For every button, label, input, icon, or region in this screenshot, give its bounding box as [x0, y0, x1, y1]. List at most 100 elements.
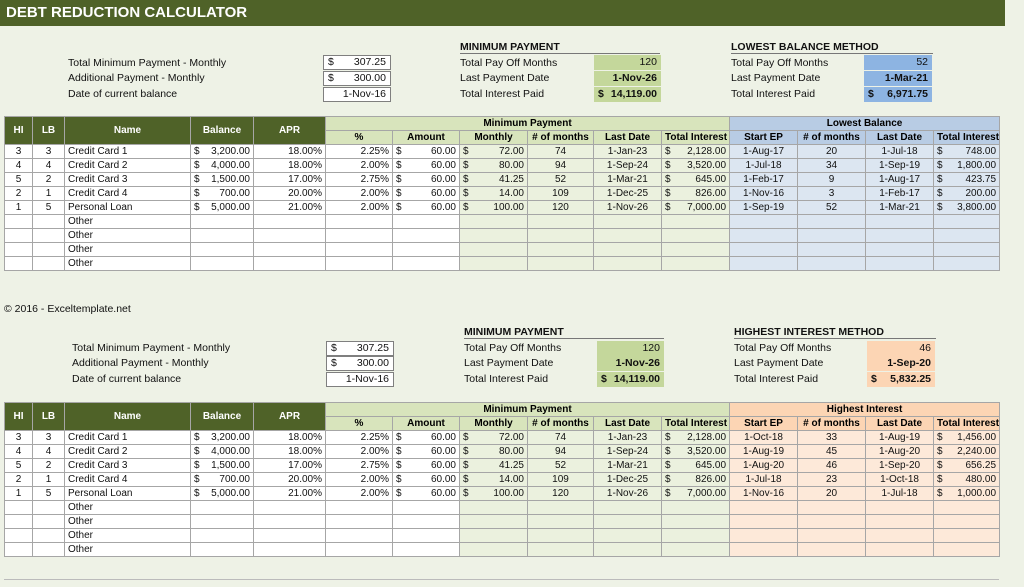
cell-name[interactable]: Credit Card 1 [64, 144, 191, 159]
cell-name[interactable]: Personal Loan [64, 486, 191, 501]
cell-amount[interactable]: $60.00 [392, 486, 460, 501]
cell-balance[interactable]: $1,500.00 [190, 458, 254, 473]
cell-apr[interactable]: 21.00% [253, 200, 326, 215]
cell-amount[interactable]: $60.00 [392, 430, 460, 445]
cell-balance[interactable]: $4,000.00 [190, 444, 254, 459]
cell-lb[interactable] [32, 228, 65, 243]
cell-hi[interactable]: 2 [4, 472, 33, 487]
cell-name[interactable]: Credit Card 4 [64, 186, 191, 201]
cell-lb[interactable]: 5 [32, 200, 65, 215]
cell-apr[interactable]: 17.00% [253, 458, 326, 473]
cell-apr[interactable] [253, 542, 326, 557]
cell-lb[interactable]: 4 [32, 444, 65, 459]
cell-hi[interactable]: 3 [4, 430, 33, 445]
cell-hi[interactable] [4, 242, 33, 257]
date-current-balance-input[interactable]: 1-Nov-16 [323, 87, 391, 102]
cell-name[interactable]: Other [64, 514, 191, 529]
cell-name[interactable]: Other [64, 228, 191, 243]
cell-apr[interactable] [253, 242, 326, 257]
cell-amount[interactable]: $60.00 [392, 144, 460, 159]
cell-pct[interactable] [325, 514, 393, 529]
cell-amount[interactable] [392, 500, 460, 515]
cell-lb[interactable]: 1 [32, 472, 65, 487]
cell-balance[interactable] [190, 500, 254, 515]
cell-hi[interactable] [4, 228, 33, 243]
cell-pct[interactable] [325, 528, 393, 543]
cell-amount[interactable] [392, 242, 460, 257]
cell-hi[interactable]: 4 [4, 158, 33, 173]
cell-pct[interactable] [325, 256, 393, 271]
cell-balance[interactable]: $5,000.00 [190, 486, 254, 501]
cell-lb[interactable]: 3 [32, 144, 65, 159]
cell-balance[interactable] [190, 228, 254, 243]
cell-hi[interactable]: 1 [4, 200, 33, 215]
cell-amount[interactable]: $60.00 [392, 172, 460, 187]
cell-pct[interactable]: 2.00% [325, 186, 393, 201]
cell-amount[interactable] [392, 528, 460, 543]
cell-pct[interactable] [325, 214, 393, 229]
cell-lb[interactable]: 2 [32, 172, 65, 187]
cell-balance[interactable]: $700.00 [190, 186, 254, 201]
cell-amount[interactable]: $60.00 [392, 472, 460, 487]
cell-balance[interactable]: $1,500.00 [190, 172, 254, 187]
cell-name[interactable]: Other [64, 500, 191, 515]
cell-hi[interactable]: 4 [4, 444, 33, 459]
cell-apr[interactable] [253, 256, 326, 271]
cell-lb[interactable]: 1 [32, 186, 65, 201]
cell-apr[interactable] [253, 500, 326, 515]
cell-pct[interactable]: 2.00% [325, 444, 393, 459]
cell-lb[interactable] [32, 500, 65, 515]
date-current-balance-input-2[interactable]: 1-Nov-16 [326, 372, 394, 387]
cell-pct[interactable]: 2.00% [325, 486, 393, 501]
cell-name[interactable]: Credit Card 2 [64, 444, 191, 459]
cell-lb[interactable]: 3 [32, 430, 65, 445]
cell-amount[interactable] [392, 542, 460, 557]
total-min-payment-input[interactable]: $307.25 [323, 55, 391, 70]
cell-pct[interactable]: 2.00% [325, 200, 393, 215]
cell-name[interactable]: Other [64, 256, 191, 271]
cell-apr[interactable]: 18.00% [253, 158, 326, 173]
cell-lb[interactable] [32, 514, 65, 529]
cell-name[interactable]: Personal Loan [64, 200, 191, 215]
cell-apr[interactable] [253, 214, 326, 229]
cell-apr[interactable]: 17.00% [253, 172, 326, 187]
cell-balance[interactable] [190, 542, 254, 557]
cell-name[interactable]: Credit Card 2 [64, 158, 191, 173]
total-min-payment-input-2[interactable]: $307.25 [326, 341, 394, 356]
cell-pct[interactable] [325, 542, 393, 557]
cell-hi[interactable] [4, 214, 33, 229]
cell-lb[interactable] [32, 528, 65, 543]
cell-amount[interactable] [392, 214, 460, 229]
cell-pct[interactable]: 2.75% [325, 458, 393, 473]
cell-amount[interactable]: $60.00 [392, 444, 460, 459]
cell-amount[interactable]: $60.00 [392, 458, 460, 473]
cell-apr[interactable]: 18.00% [253, 444, 326, 459]
cell-hi[interactable]: 3 [4, 144, 33, 159]
cell-balance[interactable]: $3,200.00 [190, 144, 254, 159]
cell-hi[interactable] [4, 256, 33, 271]
cell-pct[interactable]: 2.25% [325, 144, 393, 159]
cell-apr[interactable]: 18.00% [253, 430, 326, 445]
cell-pct[interactable] [325, 500, 393, 515]
cell-amount[interactable] [392, 256, 460, 271]
cell-name[interactable]: Other [64, 214, 191, 229]
cell-apr[interactable]: 18.00% [253, 144, 326, 159]
cell-name[interactable]: Credit Card 3 [64, 172, 191, 187]
cell-balance[interactable] [190, 242, 254, 257]
cell-apr[interactable] [253, 228, 326, 243]
cell-name[interactable]: Credit Card 4 [64, 472, 191, 487]
cell-balance[interactable]: $3,200.00 [190, 430, 254, 445]
cell-name[interactable]: Credit Card 3 [64, 458, 191, 473]
cell-lb[interactable]: 5 [32, 486, 65, 501]
cell-apr[interactable]: 21.00% [253, 486, 326, 501]
cell-name[interactable]: Other [64, 528, 191, 543]
additional-payment-input-2[interactable]: $300.00 [326, 356, 394, 371]
cell-lb[interactable] [32, 214, 65, 229]
cell-apr[interactable]: 20.00% [253, 472, 326, 487]
cell-apr[interactable] [253, 528, 326, 543]
cell-balance[interactable] [190, 528, 254, 543]
cell-name[interactable]: Other [64, 542, 191, 557]
cell-pct[interactable]: 2.00% [325, 158, 393, 173]
cell-pct[interactable] [325, 228, 393, 243]
cell-balance[interactable]: $5,000.00 [190, 200, 254, 215]
